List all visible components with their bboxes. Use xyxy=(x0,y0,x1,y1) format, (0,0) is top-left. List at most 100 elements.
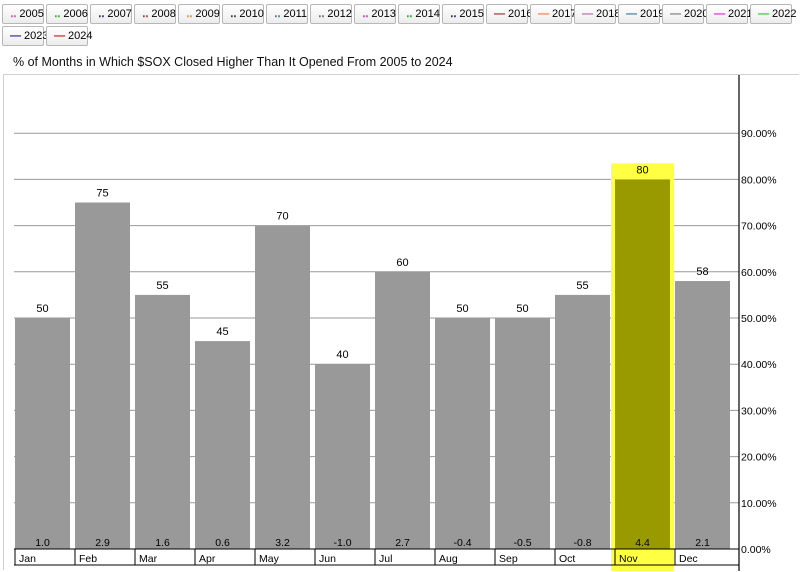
legend-swatch-icon: ․․ xyxy=(450,8,457,20)
legend-label: 2007 xyxy=(107,8,132,20)
legend-label: 2021 xyxy=(728,8,753,20)
legend-swatch-icon: ․․ xyxy=(362,8,369,20)
legend-toggle-2019[interactable]: —2019 xyxy=(618,4,664,24)
bar-secondary-label: -0.5 xyxy=(513,537,531,549)
legend-swatch-icon: ․․ xyxy=(230,8,237,20)
x-tick-label: Mar xyxy=(139,553,158,565)
y-tick-label: 80.00% xyxy=(741,174,777,186)
bar-jan xyxy=(15,318,70,549)
legend-toggle-2024[interactable]: —2024 xyxy=(46,26,92,46)
x-tick-label: Nov xyxy=(619,553,638,565)
legend-label: 2006 xyxy=(63,8,88,20)
bar-jun xyxy=(315,364,370,549)
legend-label: 2024 xyxy=(68,30,93,42)
legend-toggle-2011[interactable]: ․․ 2011 xyxy=(266,4,308,24)
bar-secondary-label: 3.2 xyxy=(275,537,290,549)
legend-toggle-2012[interactable]: ․․ 2012 xyxy=(310,4,352,24)
legend-toggle-2014[interactable]: ․․ 2014 xyxy=(398,4,440,24)
legend-swatch-icon: — xyxy=(626,8,637,20)
legend-toggle-2016[interactable]: —2016 xyxy=(486,4,532,24)
bar-oct xyxy=(555,294,610,549)
legend-toggle-2018[interactable]: —2018 xyxy=(574,4,620,24)
legend-toggle-2021[interactable]: —2021 xyxy=(706,4,752,24)
bar-secondary-label: 1.6 xyxy=(155,537,170,549)
legend-toggle-2006[interactable]: ․․ 2006 xyxy=(46,4,88,24)
legend-toggle-2009[interactable]: ․․ 2009 xyxy=(178,4,220,24)
bar-secondary-label: 2.1 xyxy=(695,537,710,549)
legend-label: 2023 xyxy=(24,30,49,42)
legend-label: 2008 xyxy=(151,8,176,20)
legend-label: 2016 xyxy=(508,8,533,20)
bar-sep xyxy=(495,318,550,549)
legend-swatch-icon: — xyxy=(494,8,505,20)
bar-secondary-label: 4.4 xyxy=(635,537,650,549)
legend-toggle-2015[interactable]: ․․ 2015 xyxy=(442,4,484,24)
bar-mar xyxy=(135,294,190,549)
legend-swatch-icon: ․․ xyxy=(54,8,61,20)
bar-secondary-label: 1.0 xyxy=(35,537,50,549)
y-tick-label: 0.00% xyxy=(741,544,771,556)
bar-nov xyxy=(615,179,670,549)
legend-label: 2009 xyxy=(195,8,220,20)
y-tick-label: 70.00% xyxy=(741,221,777,233)
x-tick-label: Oct xyxy=(559,553,575,565)
legend-toggle-2017[interactable]: —2017 xyxy=(530,4,576,24)
legend-label: 2010 xyxy=(239,8,264,20)
x-tick-label: Jan xyxy=(19,553,36,565)
legend-toggle-2020[interactable]: —2020 xyxy=(662,4,708,24)
bar-may xyxy=(255,225,310,549)
bar-chart: 0.00% 10.00% 20.00% 30.00% 40.00% 50.00% 60.00… xyxy=(14,75,777,571)
y-tick-label: 60.00% xyxy=(741,267,777,279)
bar-secondary-label: 2.9 xyxy=(95,537,110,549)
bar-value-label: 80 xyxy=(636,164,648,176)
bar-value-label: 60 xyxy=(396,257,408,269)
bar-feb xyxy=(75,202,130,549)
legend-label: 2022 xyxy=(772,8,797,20)
legend-toggle-2008[interactable]: ․․ 2008 xyxy=(134,4,176,24)
legend-label: 2015 xyxy=(459,8,484,20)
legend-toggle-2023[interactable]: —2023 xyxy=(2,26,48,46)
legend-swatch-icon: — xyxy=(758,8,769,20)
y-tick-label: 50.00% xyxy=(741,313,777,325)
bar-value-label: 55 xyxy=(576,280,588,292)
bar-value-label: 40 xyxy=(336,349,348,361)
legend-swatch-icon: — xyxy=(10,30,21,42)
bar-apr xyxy=(195,341,250,549)
legend-toggle-2022[interactable]: —2022 xyxy=(750,4,796,24)
bar-dec xyxy=(675,281,730,549)
legend-label: 2019 xyxy=(640,8,665,20)
legend-toggle-2010[interactable]: ․․ 2010 xyxy=(222,4,264,24)
legend-label: 2011 xyxy=(283,8,308,20)
bar-jul xyxy=(375,271,430,549)
bar-value-label: 50 xyxy=(456,303,468,315)
bar-value-label: 50 xyxy=(516,303,528,315)
legend-swatch-icon: — xyxy=(54,30,65,42)
bar-value-label: 45 xyxy=(216,326,228,338)
bar-value-label: 58 xyxy=(696,266,708,278)
x-tick-label: Aug xyxy=(439,553,458,565)
y-tick-label: 10.00% xyxy=(741,498,777,510)
legend-swatch-icon: ․․ xyxy=(406,8,413,20)
legend-toggle-2007[interactable]: ․․ 2007 xyxy=(90,4,132,24)
bar-secondary-label: -1.0 xyxy=(333,537,351,549)
legend-label: 2020 xyxy=(684,8,709,20)
legend-swatch-icon: ․․ xyxy=(142,8,149,20)
legend-toggle-2005[interactable]: ․․ 2005 xyxy=(2,4,44,24)
legend-swatch-icon: — xyxy=(538,8,549,20)
y-tick-label: 40.00% xyxy=(741,359,777,371)
legend-swatch-icon: ․․ xyxy=(98,8,105,20)
bar-aug xyxy=(435,318,490,549)
y-tick-label: 20.00% xyxy=(741,452,777,464)
legend-swatch-icon: ․․ xyxy=(274,8,281,20)
bar-secondary-label: -0.8 xyxy=(573,537,591,549)
bar-value-label: 55 xyxy=(156,280,168,292)
x-tick-label: May xyxy=(259,553,280,565)
y-tick-label: 30.00% xyxy=(741,405,777,417)
legend-label: 2017 xyxy=(552,8,577,20)
bar-secondary-label: 2.7 xyxy=(395,537,410,549)
legend-toggle-2013[interactable]: ․․ 2013 xyxy=(354,4,396,24)
chart-title: % of Months in Which $SOX Closed Higher … xyxy=(13,55,453,69)
legend-label: 2005 xyxy=(19,8,44,20)
bar-value-label: 75 xyxy=(96,188,108,200)
legend: ․․ 2005 ․․ 2006 ․․ 2007 ․․ 2008 ․․ 2009 ․․ 2010 ․․ 20… xyxy=(2,4,799,50)
